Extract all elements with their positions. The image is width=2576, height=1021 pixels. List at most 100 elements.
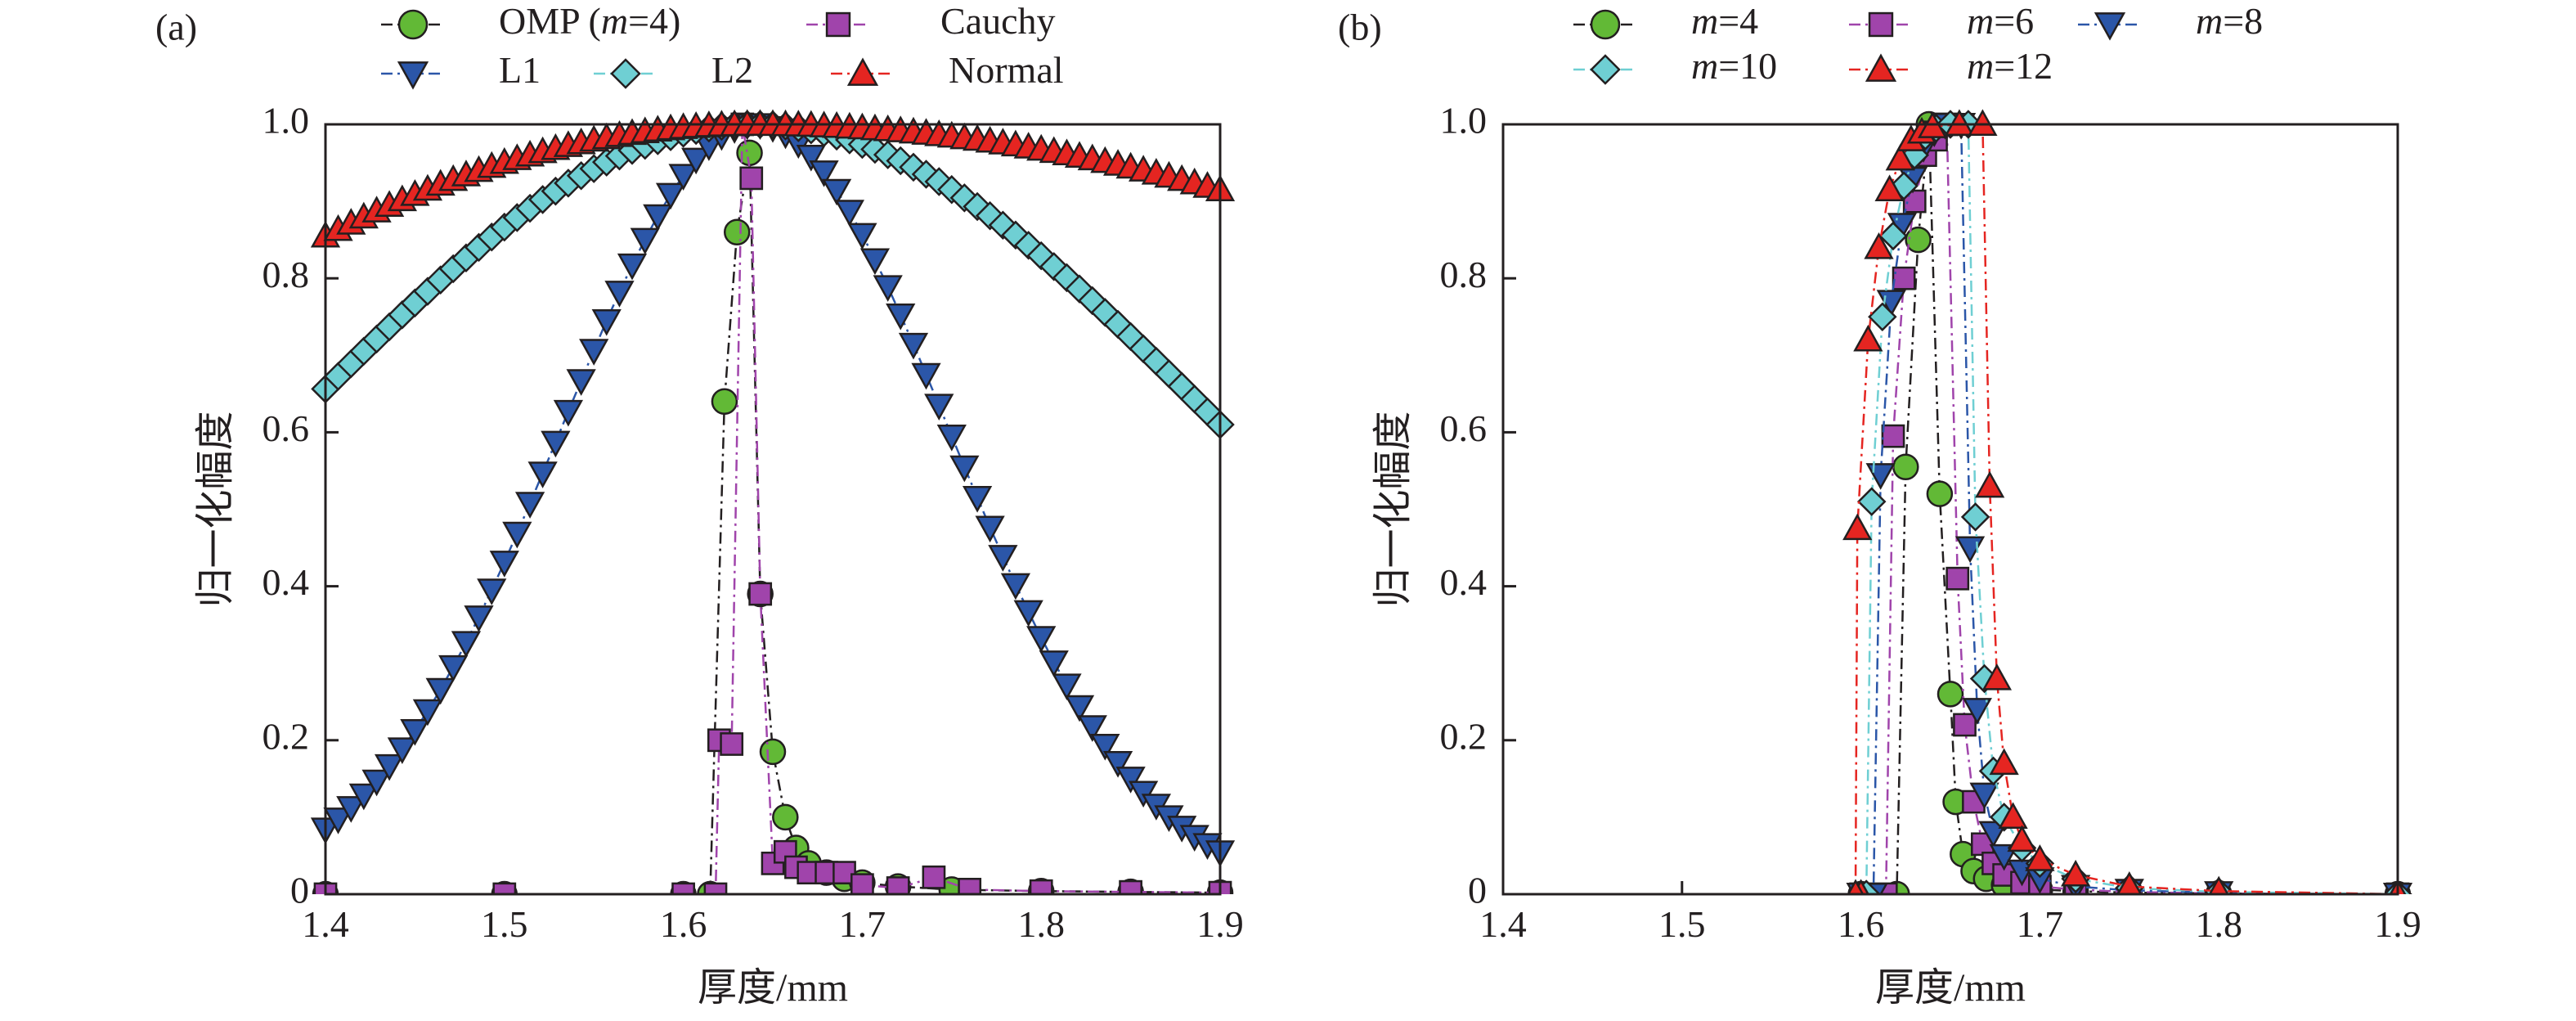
data-point	[1905, 226, 1932, 254]
panel-label: (a)	[155, 7, 197, 48]
data-point	[834, 200, 864, 227]
legend-entry-2: Cauchy	[806, 0, 1056, 42]
data-point	[617, 253, 648, 281]
data-point	[323, 807, 353, 834]
data-point	[1945, 566, 1970, 591]
data-point	[566, 369, 596, 396]
data-point	[1953, 713, 1977, 737]
legend-marker	[397, 9, 429, 40]
data-point	[668, 164, 698, 191]
legend-marker	[1865, 53, 1897, 82]
y-tick-label: 0	[290, 870, 309, 911]
data-point	[898, 332, 929, 360]
legend-marker	[1868, 11, 1894, 38]
legend-label: L2	[711, 49, 753, 91]
data-point	[911, 362, 941, 390]
data-point	[924, 394, 954, 421]
data-point	[591, 308, 622, 336]
data-point	[2208, 875, 2229, 894]
y-tick-label: 0	[1468, 870, 1487, 911]
legend-entry-1: m=4	[1573, 0, 1758, 42]
data-point	[759, 738, 787, 766]
data-point	[1936, 681, 1964, 708]
data-point	[1856, 487, 1887, 516]
panel-label: (b)	[1338, 7, 1382, 48]
x-tick-label: 1.8	[2195, 903, 2242, 945]
data-point	[1029, 879, 1053, 894]
data-point	[739, 166, 764, 191]
data-point	[681, 147, 711, 175]
legend-marker	[2094, 12, 2126, 41]
legend-label: m=4	[1691, 0, 1758, 42]
series-2	[1849, 112, 2410, 894]
data-point	[348, 783, 379, 811]
data-point	[1090, 734, 1120, 761]
legend-entry-4: m=10	[1573, 45, 1777, 87]
data-point	[1119, 879, 1142, 894]
data-point	[492, 882, 517, 894]
data-point	[949, 183, 980, 213]
data-point	[1077, 715, 1107, 742]
data-point	[643, 204, 673, 232]
plot-frame	[1501, 123, 2399, 896]
series-1	[312, 139, 1234, 894]
data-point	[655, 182, 686, 210]
y-tick-label: 0.4	[263, 561, 310, 603]
legend-marker	[1590, 9, 1621, 40]
data-point	[1129, 780, 1159, 808]
data-point	[527, 461, 558, 488]
legend-label: Normal	[949, 49, 1064, 91]
x-axis-title: 厚度/mm	[1875, 966, 2026, 1010]
data-point	[958, 877, 982, 894]
x-tick-label: 1.4	[1479, 903, 1527, 945]
legend-label: m=8	[2196, 0, 2263, 42]
data-point	[1013, 600, 1043, 627]
data-point	[553, 399, 584, 427]
data-point	[1892, 266, 1916, 290]
chart-panel-a: (a) 1.4 1.5 1.6 1.7 1.8 1.9 0 0.2 0.4 0.6 0.8 1.0 厚度/…	[155, 0, 1244, 1010]
y-tick-label: 0.6	[1440, 407, 1488, 449]
x-tick-label: 1.5	[481, 903, 528, 945]
plot-area	[310, 109, 1236, 894]
x-tick-label: 1.9	[1196, 903, 1244, 945]
data-point	[361, 769, 392, 797]
data-point	[1874, 174, 1905, 202]
data-point	[541, 430, 571, 458]
data-point	[1969, 782, 1999, 810]
y-tick-label: 0.6	[263, 407, 310, 449]
series-line	[325, 152, 1221, 894]
series-2	[313, 112, 1232, 894]
data-point	[1000, 573, 1031, 600]
legend-marker	[397, 61, 429, 90]
data-point	[936, 425, 967, 452]
data-point	[1865, 463, 1896, 490]
data-point	[963, 191, 992, 222]
legend-marker	[846, 57, 879, 86]
plot-area	[1842, 109, 2413, 894]
data-point	[1954, 536, 1986, 564]
data-point	[671, 882, 695, 894]
data-point	[886, 303, 916, 331]
series-line	[325, 124, 1221, 894]
y-tick-label: 0.2	[1440, 715, 1488, 757]
series-3	[1846, 112, 2413, 894]
y-tick-label: 1.0	[1440, 100, 1488, 142]
data-point	[2025, 844, 2055, 871]
x-tick-label: 1.7	[2017, 903, 2064, 945]
data-point	[387, 737, 417, 765]
data-point	[975, 515, 1005, 543]
data-point	[1926, 480, 1954, 507]
data-point	[374, 753, 405, 781]
data-point	[1052, 673, 1082, 700]
legend-label: OMP (m=4)	[499, 0, 680, 42]
legend-marker	[610, 58, 641, 89]
data-point	[464, 605, 494, 632]
series-line	[1854, 123, 2399, 894]
data-point	[1039, 650, 1069, 677]
x-tick-label: 1.5	[1658, 903, 1706, 945]
plot-frame	[324, 123, 1222, 896]
legend-marker	[825, 11, 851, 38]
x-tick-label: 1.4	[302, 903, 349, 945]
data-point	[1944, 109, 1975, 137]
